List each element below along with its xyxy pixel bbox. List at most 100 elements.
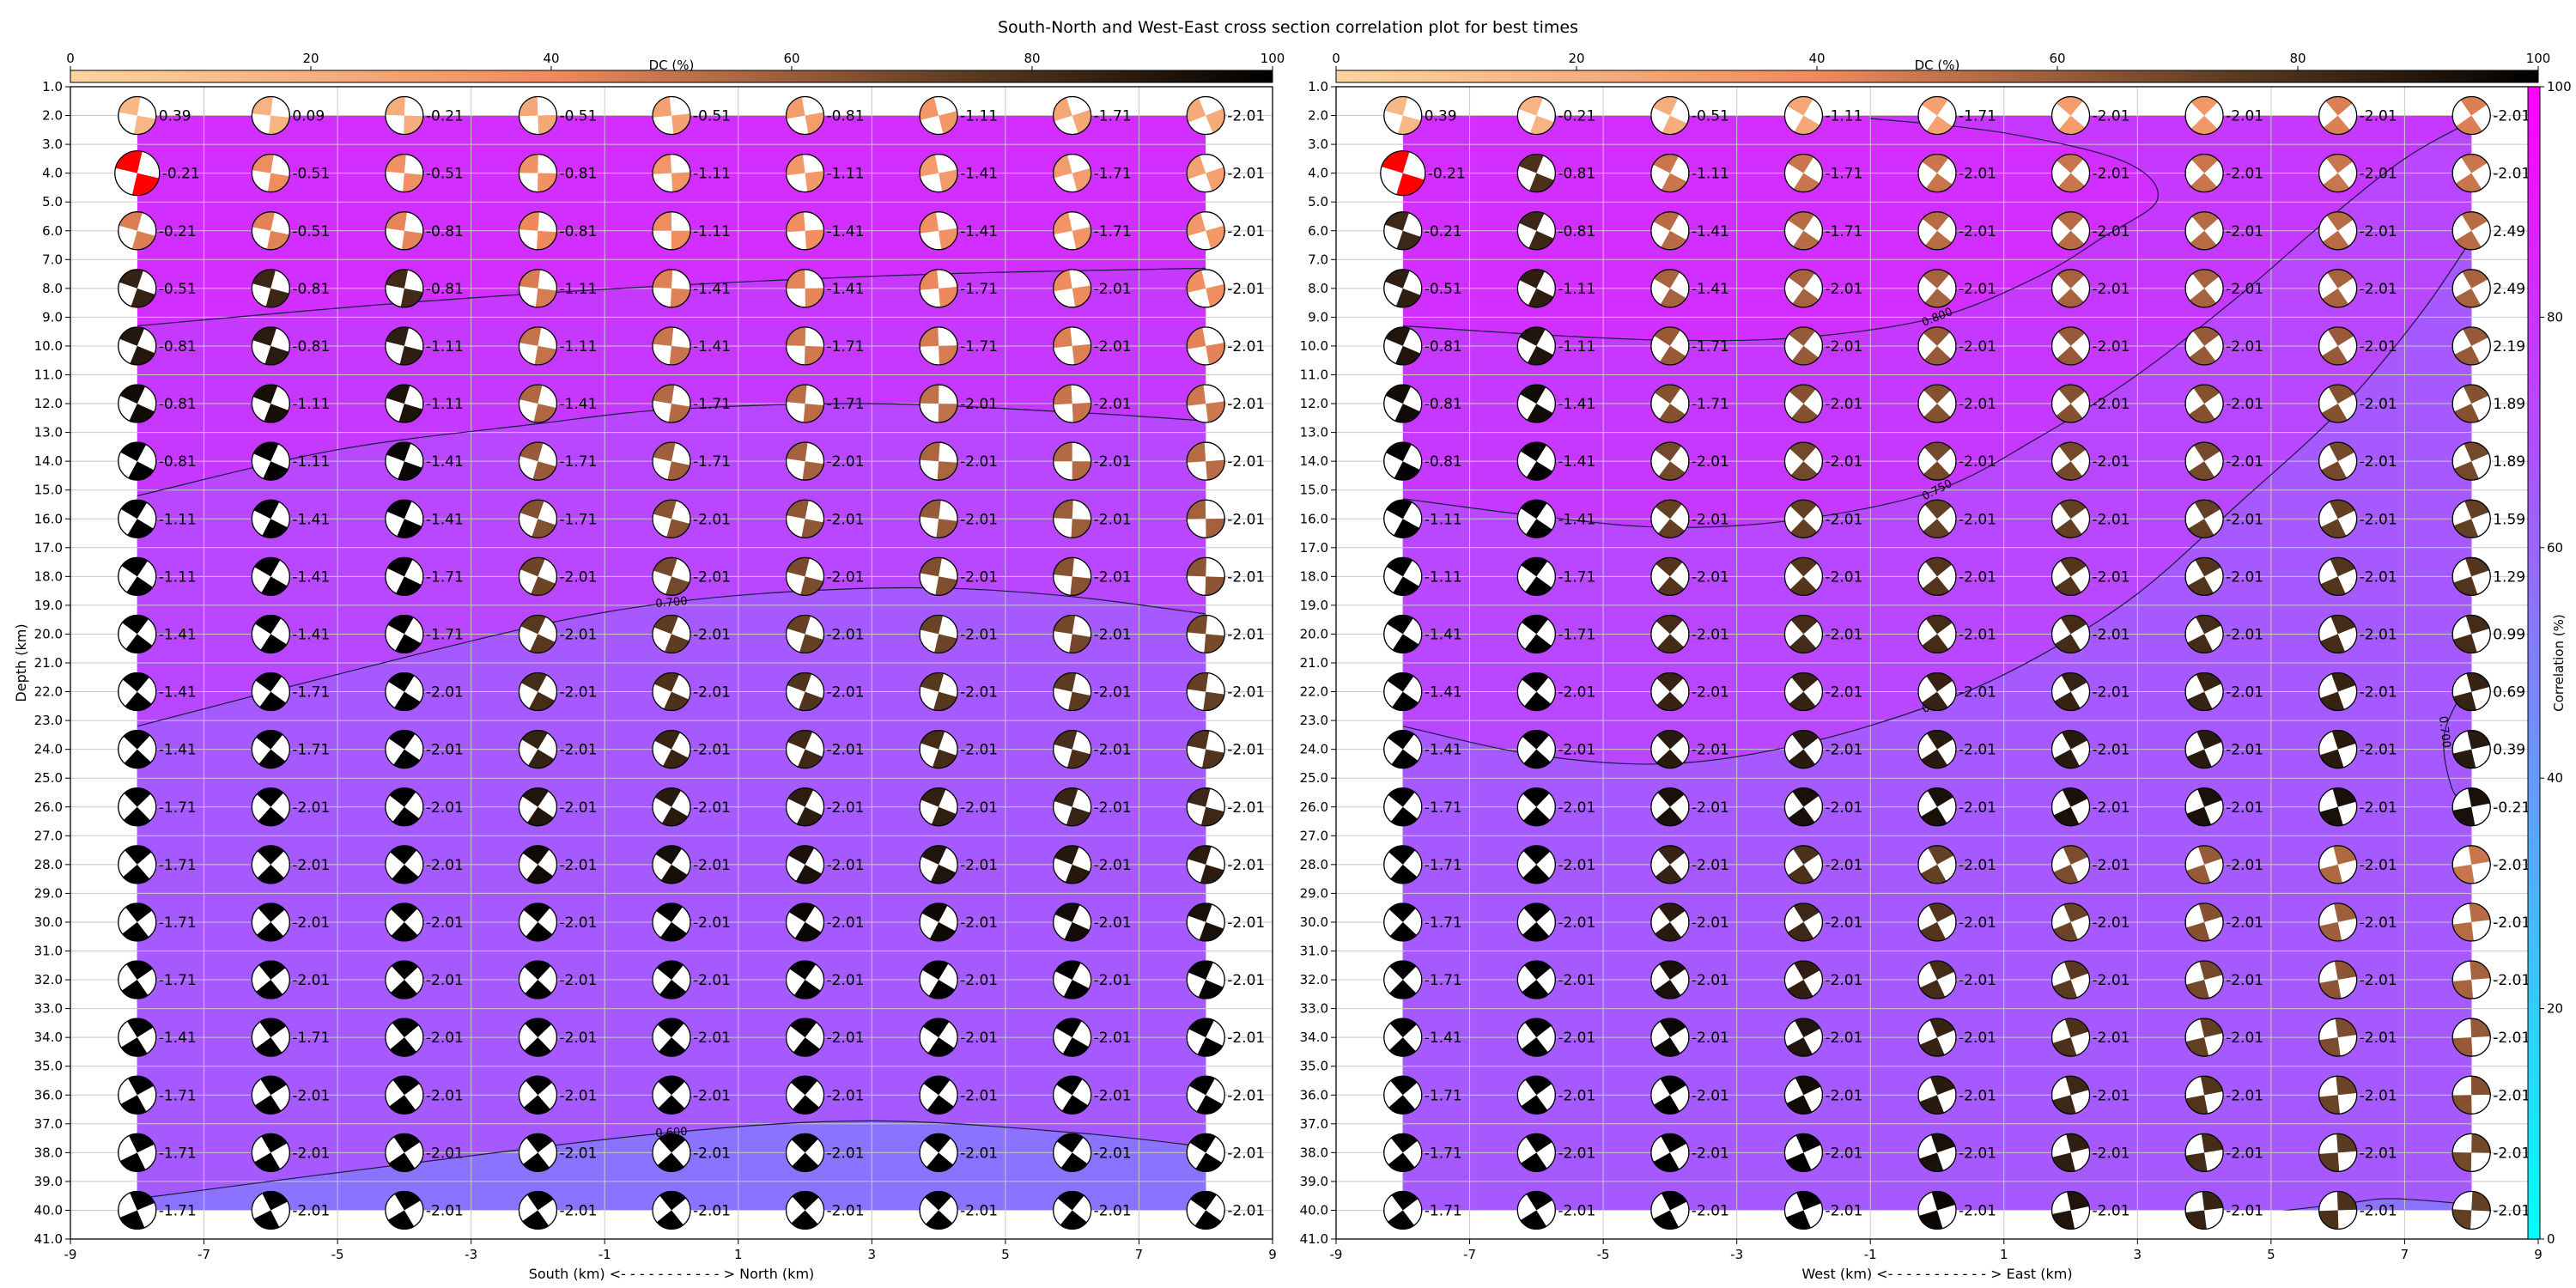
y-tick-label: 18.0 — [1300, 568, 1328, 584]
beachball — [118, 902, 157, 942]
beachball-quadrant — [1795, 1133, 1821, 1153]
y-tick-label: 27.0 — [34, 828, 63, 843]
beachball — [1186, 499, 1225, 538]
beachball — [251, 326, 290, 366]
beachball-quadrant — [1922, 96, 1948, 116]
beachball — [652, 1133, 691, 1172]
beachball-quadrant — [1187, 270, 1206, 293]
beachball-quadrant — [936, 519, 957, 538]
beachball-rim — [2050, 1075, 2091, 1115]
beachball-quadrant — [127, 519, 154, 538]
beachball-quadrant — [2201, 1133, 2223, 1153]
time-label: -2.01 — [2226, 223, 2263, 240]
beachball-rim — [1917, 1075, 1957, 1115]
time-label: -1.11 — [960, 108, 998, 125]
beachball-quadrant — [1391, 1191, 1419, 1211]
beachball — [1917, 845, 1957, 884]
beachball-quadrant — [1922, 576, 1949, 596]
beachball-quadrant — [394, 1191, 421, 1211]
beachball-rim — [1186, 845, 1225, 884]
beachball-quadrant — [2191, 211, 2219, 231]
beachball — [1053, 902, 1092, 942]
beachball-quadrant — [401, 230, 423, 250]
beachball — [1650, 269, 1690, 308]
x-tick-label: 5 — [2267, 1247, 2275, 1262]
beachball-quadrant — [1064, 921, 1090, 941]
beachball — [1783, 671, 1824, 712]
time-label: -1.11 — [292, 396, 330, 413]
beachball — [1650, 730, 1690, 769]
time-label: -2.01 — [1227, 684, 1265, 702]
beachball-quadrant — [663, 749, 689, 769]
beachball-quadrant — [519, 385, 543, 404]
beachball-rim — [2318, 1075, 2358, 1115]
dc-colorbar-tick-label: 100 — [2526, 51, 2551, 66]
time-label: -2.01 — [426, 1030, 464, 1047]
beachball-rim — [385, 269, 424, 308]
beachball-quadrant — [671, 172, 691, 192]
beachball-quadrant — [920, 442, 940, 462]
beachball-quadrant — [257, 921, 284, 941]
beachball-quadrant — [123, 864, 150, 884]
beachball — [1383, 441, 1423, 481]
beachball-quadrant — [533, 404, 556, 423]
beachball-rim — [518, 730, 558, 769]
y-tick-label: 16.0 — [1300, 511, 1328, 526]
beachball — [2451, 326, 2491, 366]
beachball — [2184, 326, 2224, 366]
time-label: -2.01 — [827, 1145, 865, 1162]
beachball — [1783, 211, 1824, 251]
time-label: -2.01 — [559, 972, 597, 989]
beachball-quadrant — [2460, 96, 2488, 116]
beachball-quadrant — [393, 1133, 421, 1153]
beachball-quadrant — [658, 1095, 685, 1115]
dc-colorbar-label: DC (%) — [649, 58, 695, 73]
beachball-quadrant — [2452, 921, 2474, 941]
time-label: -2.01 — [960, 1202, 998, 1219]
beachball-rim — [1053, 1075, 1092, 1115]
beachball-rim — [1186, 671, 1225, 712]
time-label: -0.81 — [292, 338, 330, 355]
time-label: -2.01 — [1692, 626, 1729, 643]
beachball-quadrant — [386, 500, 412, 519]
beachball-quadrant — [2326, 154, 2353, 173]
time-label: -1.71 — [1692, 338, 1729, 355]
beachball — [1516, 730, 1556, 769]
beachball-rim — [1917, 326, 1957, 366]
time-label: -2.01 — [2226, 396, 2263, 413]
beachball-quadrant — [2330, 500, 2355, 519]
beachball — [1383, 269, 1423, 308]
beachball-rim — [785, 441, 825, 481]
beachball — [1053, 441, 1092, 481]
beachball — [785, 211, 825, 251]
time-label: -2.01 — [1825, 626, 1862, 643]
beachball — [1053, 960, 1092, 999]
beachball-quadrant — [2056, 404, 2083, 423]
beachball-rim — [1917, 730, 1957, 769]
beachball-quadrant — [1787, 154, 1814, 173]
time-label: -2.01 — [1959, 914, 1996, 932]
beachball-rim — [2451, 154, 2491, 193]
beachball — [652, 614, 691, 654]
time-label: -2.01 — [2093, 742, 2130, 759]
beachball-quadrant — [2193, 385, 2221, 404]
beachball-rim — [1186, 1075, 1225, 1115]
beachball-quadrant — [1072, 285, 1091, 307]
beachball — [919, 269, 958, 308]
beachball-rim — [652, 154, 691, 193]
beachball — [118, 269, 157, 308]
beachball-rim — [785, 845, 825, 884]
beachball-quadrant — [2336, 1076, 2357, 1096]
beachball-rim — [1516, 960, 1556, 999]
beachball-rim — [2184, 1018, 2224, 1057]
beachball — [652, 671, 691, 712]
beachball-quadrant — [256, 730, 283, 750]
beachball-quadrant — [2319, 980, 2342, 999]
beachball-quadrant — [2187, 576, 2214, 596]
time-label: -2.01 — [827, 684, 865, 702]
correlation-colorbar-label: Correlation (%) — [2551, 614, 2567, 711]
beachball-quadrant — [2333, 845, 2356, 865]
beachball — [1917, 211, 1957, 251]
beachball-quadrant — [1056, 1133, 1084, 1153]
time-label: -2.01 — [1825, 1145, 1862, 1162]
